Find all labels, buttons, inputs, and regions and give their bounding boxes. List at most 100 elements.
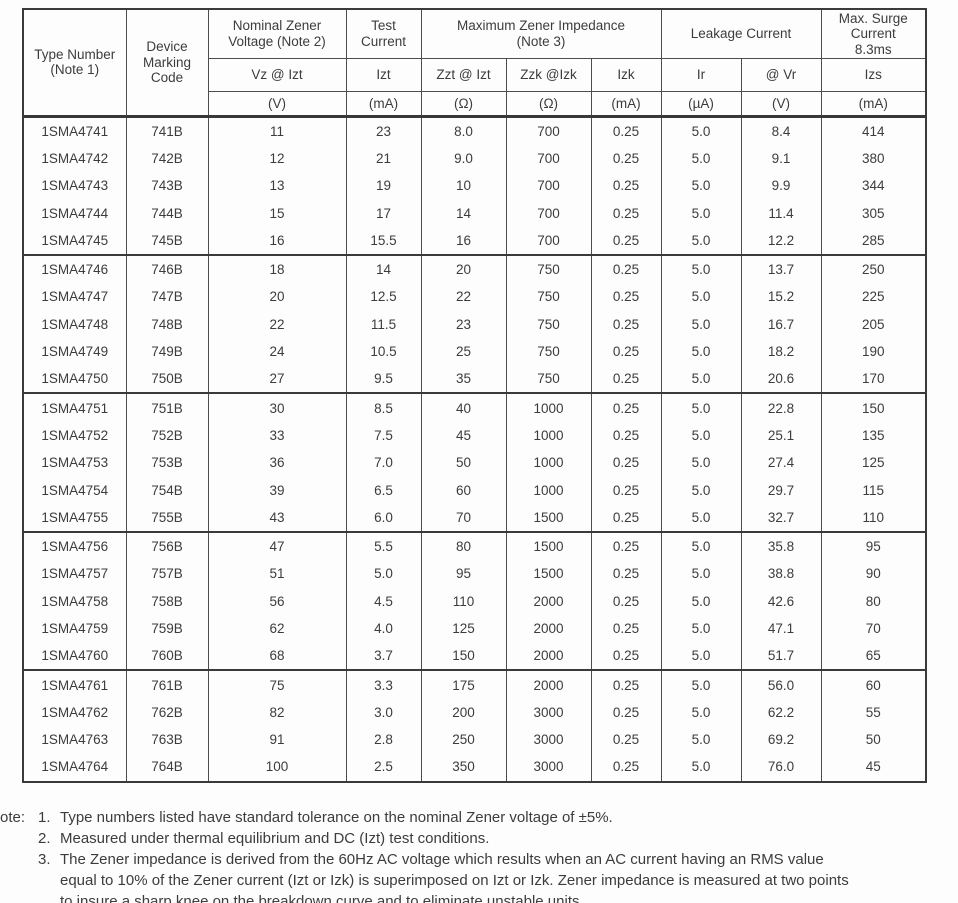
table-cell: 0.25 xyxy=(590,449,662,477)
table-cell: 47 xyxy=(207,531,347,561)
header-text: Device xyxy=(146,39,188,54)
col-header-nominal-zener: Nominal Zener Voltage (Note 2) xyxy=(207,8,347,59)
type-number-cell: 1SMA4754 xyxy=(22,476,127,504)
header-text: Type Number xyxy=(34,46,116,62)
table-row: 1SMA4760 760B 68 3.7 150 2000 0.25 5.0 51.7 65 xyxy=(22,642,927,671)
table-cell: 14 xyxy=(345,254,422,284)
header-text: 8.3ms xyxy=(854,41,892,57)
table-group: 1SMA4761 761B 75 3.3 175 2000 0.25 5.0 56.0 60 1SM… xyxy=(22,670,927,782)
table-cell: 190 xyxy=(820,337,927,366)
table-cell: 115 xyxy=(820,476,927,504)
table-cell: 0.25 xyxy=(590,421,662,450)
note-text: The Zener impedance is derived from the … xyxy=(60,850,824,868)
table-cell: 6.5 xyxy=(345,476,422,504)
note-number: 2. xyxy=(38,829,51,847)
table-cell: 20 xyxy=(420,254,507,284)
table-cell: 65 xyxy=(820,642,927,671)
table-row: 1SMA4744 744B 15 17 14 700 0.25 5.0 11.4 305 xyxy=(22,199,927,227)
type-number-cell: 1SMA4755 xyxy=(22,503,127,532)
table-cell: 380 xyxy=(820,144,927,173)
table-cell: 10 xyxy=(420,172,507,200)
table-cell: 0.25 xyxy=(590,642,662,671)
table-cell: 62.2 xyxy=(740,698,822,727)
table-cell: 0.25 xyxy=(590,337,662,366)
table-cell: 2000 xyxy=(505,642,592,671)
table-row: 1SMA4748 748B 22 11.5 23 750 0.25 5.0 16.7 205 xyxy=(22,310,927,338)
table-cell: 4.0 xyxy=(345,614,422,643)
table-cell: 750 xyxy=(505,337,592,366)
table-cell: 110 xyxy=(420,587,507,615)
table-cell: 250 xyxy=(420,726,507,754)
table-cell: 5.0 xyxy=(660,449,742,477)
table-cell: 0.25 xyxy=(590,726,662,754)
table-cell: 8.0 xyxy=(420,116,507,145)
table-cell: 700 xyxy=(505,144,592,173)
table-cell: 20 xyxy=(207,283,347,311)
note-line: equal to 10% of the Zener current (Izt o… xyxy=(0,870,958,891)
header-text: Nominal Zener xyxy=(232,18,322,34)
table-cell: 5.0 xyxy=(660,116,742,145)
table-cell: 5.0 xyxy=(660,393,742,422)
table-cell: 0.25 xyxy=(590,476,662,504)
unit-ohm: (Ω) xyxy=(420,90,507,117)
table-cell: 1500 xyxy=(505,560,592,588)
table-cell: 35 xyxy=(420,365,507,394)
header-text: Maximum Zener Impedance xyxy=(456,18,626,34)
table-cell: 9.0 xyxy=(420,144,507,173)
notes-label xyxy=(0,828,38,849)
notes-label xyxy=(0,870,38,891)
table-cell: 36 xyxy=(207,449,347,477)
table-cell: 22 xyxy=(420,283,507,311)
symbol-izs: Izs xyxy=(820,57,927,92)
table-row: 1SMA4756 756B 47 5.5 80 1500 0.25 5.0 35.8 95 xyxy=(22,531,927,561)
unit-ma: (mA) xyxy=(345,90,422,117)
table-row: 1SMA4752 752B 33 7.5 45 1000 0.25 5.0 25.1 135 xyxy=(22,421,927,450)
table-cell: 762B xyxy=(125,698,209,727)
note-text: equal to 10% of the Zener current (Izt o… xyxy=(60,871,849,889)
table-cell: 2000 xyxy=(505,614,592,643)
table-cell: 38.8 xyxy=(740,560,822,588)
table-cell: 60 xyxy=(420,476,507,504)
table-cell: 39 xyxy=(207,476,347,504)
spec-table: Type Number (Note 1) Device Marking Code… xyxy=(22,8,928,783)
unit-ua: (µA) xyxy=(660,90,742,117)
type-number-cell: 1SMA4763 xyxy=(22,726,127,754)
table-cell: 764B xyxy=(125,753,209,782)
symbol-zzt: Zzt @ Izt xyxy=(420,57,507,92)
type-number-cell: 1SMA4747 xyxy=(22,283,127,311)
table-row: 1SMA4758 758B 56 4.5 110 2000 0.25 5.0 42.6 80 xyxy=(22,587,927,615)
table-cell: 170 xyxy=(820,365,927,394)
table-cell: 750B xyxy=(125,365,209,394)
symbol-ir: Ir xyxy=(660,57,742,92)
table-cell: 0.25 xyxy=(590,199,662,227)
unit-ma2: (mA) xyxy=(590,90,662,117)
table-cell: 15 xyxy=(207,199,347,227)
table-cell: 757B xyxy=(125,560,209,588)
table-cell: 23 xyxy=(420,310,507,338)
table-cell: 150 xyxy=(820,393,927,422)
table-cell: 749B xyxy=(125,337,209,366)
table-cell: 2000 xyxy=(505,587,592,615)
symbol-izk: Izk xyxy=(590,57,662,92)
table-cell: 750 xyxy=(505,254,592,284)
table-cell: 10.5 xyxy=(345,337,422,366)
table-cell: 16 xyxy=(207,226,347,255)
table-cell: 91 xyxy=(207,726,347,754)
table-row: 1SMA4753 753B 36 7.0 50 1000 0.25 5.0 27.4 125 xyxy=(22,449,927,477)
table-cell: 5.0 xyxy=(660,337,742,366)
note-number: 1. xyxy=(38,808,51,826)
table-cell: 5.0 xyxy=(660,614,742,643)
table-cell: 350 xyxy=(420,753,507,782)
table-cell: 1000 xyxy=(505,393,592,422)
type-number-cell: 1SMA4742 xyxy=(22,144,127,173)
table-cell: 743B xyxy=(125,172,209,200)
table-cell: 0.25 xyxy=(590,283,662,311)
table-cell: 414 xyxy=(820,116,927,145)
table-cell: 60 xyxy=(820,670,927,699)
note-line: ote: 1. Type numbers listed have standard … xyxy=(0,807,958,828)
table-cell: 1500 xyxy=(505,531,592,561)
table-cell: 5.0 xyxy=(345,560,422,588)
table-cell: 758B xyxy=(125,587,209,615)
table-cell: 5.0 xyxy=(660,753,742,782)
table-cell: 6.0 xyxy=(345,503,422,532)
